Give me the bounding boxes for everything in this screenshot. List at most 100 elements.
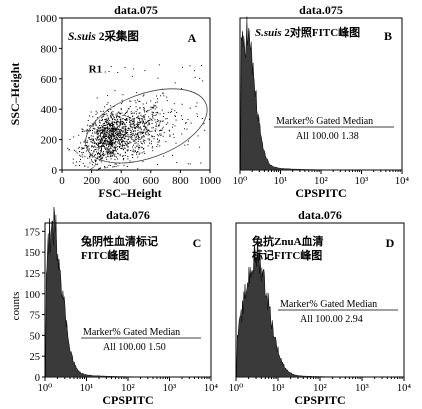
scatter-point bbox=[156, 125, 158, 127]
scatter-point bbox=[125, 128, 127, 130]
scatter-point bbox=[99, 135, 101, 137]
scatter-point bbox=[106, 127, 108, 129]
scatter-point bbox=[142, 116, 144, 118]
scatter-point bbox=[108, 151, 110, 153]
scatter-point bbox=[152, 106, 154, 108]
scatter-point bbox=[101, 147, 102, 149]
scatter-point bbox=[120, 148, 122, 149]
scatter-point bbox=[92, 152, 94, 154]
scatter-point bbox=[152, 150, 154, 152]
scatter-point bbox=[136, 123, 138, 125]
scatter-point bbox=[157, 98, 158, 100]
scatter-point bbox=[141, 136, 143, 138]
scatter-point bbox=[113, 151, 115, 153]
scatter-point bbox=[110, 134, 112, 136]
scatter-point bbox=[100, 149, 102, 151]
scatter-point bbox=[97, 163, 98, 165]
scatter-point bbox=[114, 155, 116, 157]
scatter-point bbox=[111, 145, 113, 147]
scatter-point bbox=[155, 105, 157, 107]
scatter-point bbox=[172, 126, 173, 128]
scatter-point bbox=[118, 121, 120, 123]
scatter-point bbox=[129, 134, 131, 136]
scatter-point bbox=[94, 131, 96, 133]
scatter-point bbox=[119, 134, 121, 136]
scatter-point bbox=[97, 156, 99, 158]
scatter-point bbox=[131, 138, 133, 140]
scatter-point bbox=[110, 113, 112, 115]
scatter-point bbox=[124, 145, 126, 147]
scatter-point bbox=[104, 153, 106, 155]
x-tick-label: 10³ bbox=[355, 383, 369, 394]
scatter-point bbox=[110, 141, 111, 143]
scatter-point bbox=[93, 124, 95, 126]
scatter-point bbox=[103, 113, 105, 115]
scatter-point bbox=[99, 168, 101, 169]
scatter-point bbox=[114, 119, 115, 121]
scatter-point bbox=[94, 128, 96, 130]
scatter-point bbox=[94, 154, 96, 156]
scatter-point bbox=[80, 155, 82, 157]
scatter-point bbox=[163, 132, 165, 134]
scatter-point bbox=[108, 146, 109, 148]
scatter-point bbox=[110, 109, 112, 110]
scatter-point bbox=[124, 128, 126, 130]
scatter-point bbox=[160, 121, 162, 123]
scatter-point bbox=[118, 130, 120, 132]
scatter-point bbox=[128, 143, 130, 144]
scatter-point bbox=[155, 112, 157, 114]
scatter-point bbox=[111, 142, 113, 144]
scatter-point bbox=[106, 140, 108, 142]
scatter-point bbox=[114, 138, 116, 140]
scatter-point bbox=[144, 127, 146, 129]
scatter-point bbox=[159, 145, 161, 147]
scatter-point bbox=[148, 130, 150, 132]
scatter-point bbox=[116, 146, 118, 148]
scatter-point bbox=[101, 117, 103, 119]
scatter-point bbox=[92, 125, 94, 127]
scatter-point bbox=[119, 122, 121, 124]
scatter-point bbox=[162, 116, 164, 117]
scatter-point bbox=[114, 146, 116, 148]
scatter-point bbox=[117, 165, 119, 167]
scatter-point bbox=[137, 151, 138, 153]
scatter-point bbox=[145, 121, 147, 123]
scatter-point bbox=[139, 107, 141, 109]
scatter-point bbox=[144, 129, 146, 131]
scatter-point bbox=[96, 151, 98, 153]
scatter-point bbox=[111, 152, 113, 154]
scatter-point bbox=[140, 141, 142, 143]
scatter-point bbox=[106, 122, 107, 124]
scatter-point bbox=[89, 154, 91, 156]
scatter-point bbox=[80, 142, 82, 144]
scatter-point bbox=[87, 120, 89, 122]
scatter-point bbox=[160, 95, 162, 97]
scatter-point bbox=[103, 134, 105, 136]
scatter-point bbox=[83, 147, 85, 149]
scatter-point bbox=[99, 130, 101, 132]
scatter-point bbox=[134, 142, 136, 144]
scatter-point bbox=[102, 143, 104, 145]
scatter-point bbox=[126, 166, 128, 167]
scatter-point bbox=[110, 66, 112, 67]
scatter-point bbox=[169, 135, 171, 137]
scatter-point bbox=[151, 114, 153, 116]
scatter-point bbox=[116, 127, 118, 129]
scatter-point bbox=[98, 135, 100, 137]
scatter-point bbox=[84, 139, 86, 141]
scatter-point bbox=[107, 118, 109, 120]
scatter-point bbox=[112, 150, 114, 151]
scatter-point bbox=[98, 121, 100, 123]
scatter-point bbox=[114, 153, 116, 155]
scatter-point bbox=[108, 137, 109, 139]
scatter-point bbox=[101, 150, 102, 152]
scatter-point bbox=[114, 163, 116, 165]
scatter-point bbox=[144, 140, 146, 142]
scatter-point bbox=[133, 144, 134, 146]
scatter-point bbox=[135, 110, 137, 112]
scatter-point bbox=[104, 167, 106, 169]
scatter-point bbox=[81, 152, 83, 154]
scatter-point bbox=[130, 126, 132, 128]
scatter-point bbox=[143, 107, 145, 109]
scatter-point bbox=[141, 132, 143, 134]
